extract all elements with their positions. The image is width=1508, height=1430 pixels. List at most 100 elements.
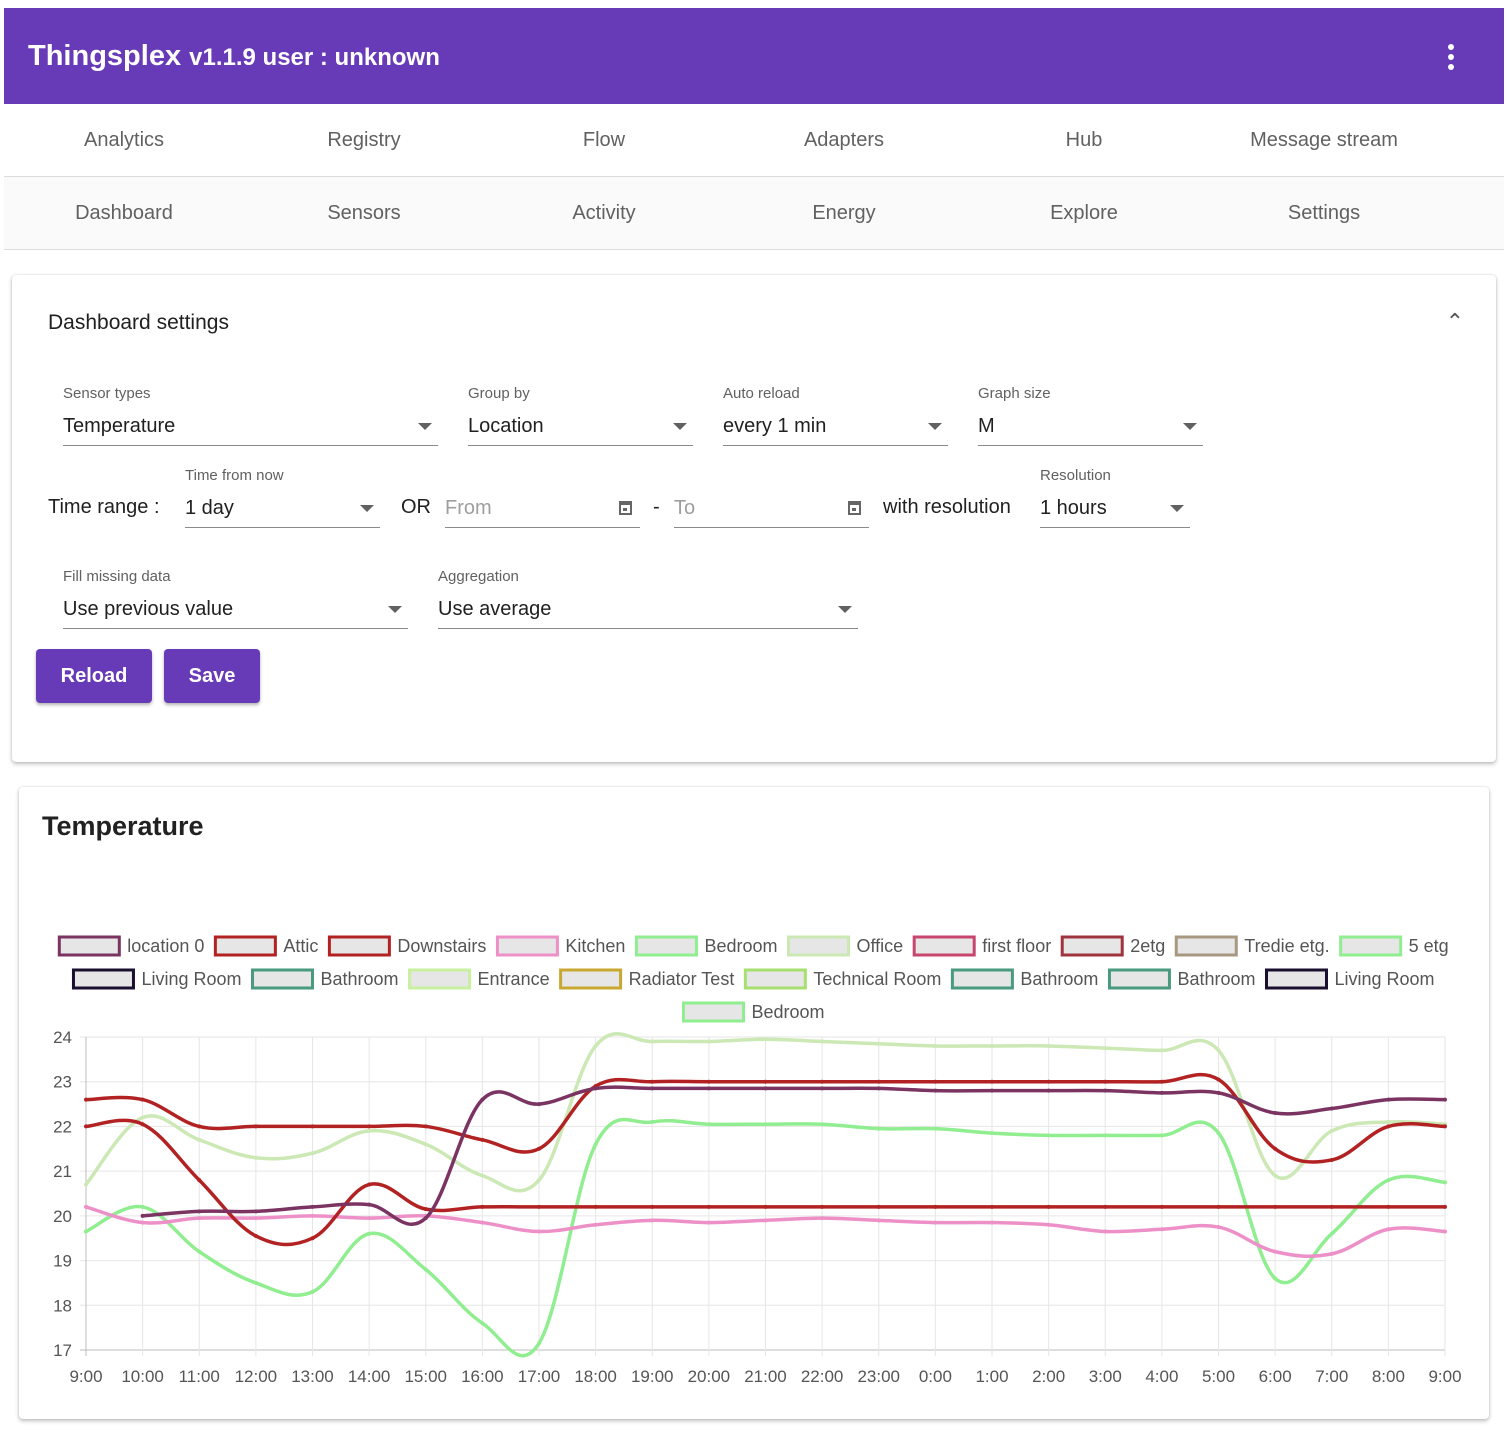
from-placeholder: From (445, 497, 492, 519)
dropdown-arrow-icon (673, 423, 687, 430)
legend-label: Office (857, 936, 904, 956)
tab-energy[interactable]: Energy (812, 202, 876, 224)
data-point-location-0 (1159, 1090, 1164, 1095)
save-button[interactable]: Save (164, 649, 260, 703)
to-date-input[interactable]: To (674, 491, 869, 529)
data-point-location-0 (593, 1086, 598, 1091)
legend-label: location 0 (127, 936, 204, 956)
data-point-kitchen (933, 1220, 938, 1225)
tab-hub[interactable]: Hub (1065, 129, 1103, 151)
data-point-bedroom (1103, 1133, 1108, 1138)
data-point-downstairs (990, 1204, 994, 1209)
data-point-office (990, 1043, 994, 1048)
legend-swatch (408, 968, 472, 990)
resolution-select[interactable]: Resolution 1 hours (1040, 467, 1190, 529)
data-point-bedroom (820, 1122, 825, 1127)
tab-sensors[interactable]: Sensors (327, 202, 401, 224)
legend-label: Bedroom (704, 936, 777, 956)
tab-activity[interactable]: Activity (572, 202, 636, 224)
legend-label: Technical Room (813, 969, 941, 989)
x-tick-label: 17:00 (518, 1367, 561, 1386)
graph-size-value: M (978, 415, 995, 437)
y-tick-label: 18 (53, 1296, 72, 1315)
calendar-icon[interactable] (848, 501, 861, 515)
legend-swatch (1174, 935, 1238, 957)
data-point-bedroom (1046, 1133, 1051, 1138)
legend-label: Radiator Test (629, 969, 735, 989)
data-point-attic (650, 1079, 655, 1084)
data-point-bedroom (763, 1122, 768, 1127)
dashboard-settings-panel: Dashboard settings ⌃ Sensor types Temper… (12, 275, 1496, 762)
x-tick-label: 20:00 (688, 1367, 731, 1386)
data-point-attic (763, 1079, 768, 1084)
fill-missing-select[interactable]: Fill missing data Use previous value (63, 568, 408, 630)
from-date-input[interactable]: From (445, 491, 640, 529)
data-point-kitchen (537, 1229, 541, 1234)
group-by-select[interactable]: Group by Location (468, 385, 693, 446)
legend-swatch (1339, 935, 1403, 957)
legend-label: Living Room (141, 969, 241, 989)
time-from-now-select[interactable]: Time from now 1 day (185, 467, 380, 529)
settings-title[interactable]: Dashboard settings (48, 311, 229, 334)
x-tick-label: 23:00 (857, 1367, 900, 1386)
data-point-downstairs (593, 1204, 598, 1209)
tab-analytics[interactable]: Analytics (83, 129, 165, 151)
data-point-office (933, 1043, 938, 1048)
x-tick-label: 3:00 (1089, 1367, 1122, 1386)
data-point-attic (253, 1124, 258, 1129)
legend-swatch (57, 935, 121, 957)
legend-swatch (559, 968, 623, 990)
y-tick-label: 20 (53, 1207, 72, 1226)
x-tick-label: 10:00 (121, 1367, 164, 1386)
legend-label: Attic (283, 936, 318, 956)
data-point-downstairs (310, 1236, 315, 1241)
data-point-office (367, 1128, 372, 1133)
x-tick-label: 6:00 (1259, 1367, 1292, 1386)
to-placeholder: To (674, 497, 696, 519)
more-vert-icon[interactable] (1446, 44, 1456, 72)
data-point-location-0 (1386, 1097, 1391, 1102)
tab-flow[interactable]: Flow (582, 129, 626, 151)
data-point-downstairs (197, 1178, 202, 1183)
auto-reload-select[interactable]: Auto reload every 1 min (723, 385, 948, 446)
data-point-location-0 (140, 1213, 145, 1218)
group-by-value: Location (468, 415, 544, 437)
chevron-up-icon[interactable]: ⌃ (1445, 309, 1464, 334)
reload-button[interactable]: Reload (36, 649, 152, 703)
data-point-bedroom (990, 1131, 994, 1136)
data-point-bedroom (1273, 1276, 1278, 1281)
data-point-attic (84, 1097, 88, 1102)
dropdown-arrow-icon (1170, 505, 1184, 512)
sensor-types-select[interactable]: Sensor types Temperature (63, 385, 438, 446)
tab-explore[interactable]: Explore (1050, 202, 1118, 224)
calendar-icon[interactable] (619, 501, 632, 515)
dropdown-arrow-icon (418, 423, 432, 430)
tab-adapters[interactable]: Adapters (803, 129, 885, 151)
data-point-bedroom (1216, 1131, 1221, 1136)
x-tick-label: 7:00 (1315, 1367, 1348, 1386)
tab-dashboard[interactable]: Dashboard (75, 202, 173, 224)
data-point-downstairs (706, 1204, 711, 1209)
data-point-bedroom (933, 1126, 938, 1131)
tab-registry[interactable]: Registry (327, 129, 401, 151)
aggregation-select[interactable]: Aggregation Use average (438, 568, 858, 630)
x-tick-label: 9:00 (69, 1367, 102, 1386)
auto-reload-value: every 1 min (723, 415, 827, 437)
graph-size-select[interactable]: Graph size M (978, 385, 1203, 446)
tab-settings[interactable]: Settings (1287, 202, 1361, 224)
data-point-bedroom (140, 1204, 145, 1209)
tab-message-stream[interactable]: Message stream (1250, 129, 1398, 151)
dropdown-arrow-icon (360, 505, 374, 512)
legend-swatch (495, 935, 559, 957)
dropdown-arrow-icon (388, 606, 402, 613)
data-point-attic (1443, 1124, 1447, 1129)
legend-swatch (1107, 968, 1171, 990)
data-point-attic (1159, 1079, 1164, 1084)
legend-label: Living Room (1334, 969, 1434, 989)
data-point-downstairs (423, 1207, 428, 1212)
data-point-office (706, 1039, 711, 1044)
legend-label: Bathroom (1020, 969, 1098, 989)
data-point-kitchen (1046, 1222, 1051, 1227)
y-tick-label: 17 (53, 1341, 72, 1360)
legend-swatch (681, 1001, 745, 1023)
